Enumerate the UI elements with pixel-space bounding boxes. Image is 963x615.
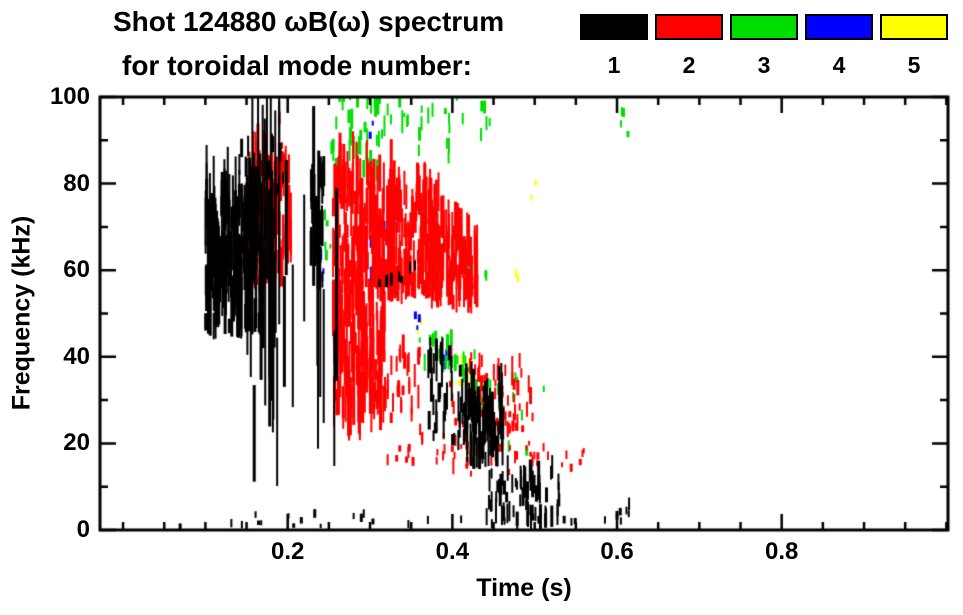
y-tick-label-100: 100 xyxy=(49,83,90,110)
x-tick-label-0.8: 0.8 xyxy=(765,538,799,565)
x-tick-label-0.4: 0.4 xyxy=(435,538,470,565)
y-tick-label-20: 20 xyxy=(63,429,90,457)
y-tick-label-60: 60 xyxy=(63,256,90,284)
x-axis-label: Time (s) xyxy=(476,574,572,602)
y-tick-label-0: 0 xyxy=(76,516,90,543)
x-tick-label-0.2: 0.2 xyxy=(271,538,305,565)
y-tick-label-80: 80 xyxy=(63,169,90,197)
y-axis-label: Frequency (kHz) xyxy=(7,215,36,411)
y-tick-label-40: 40 xyxy=(63,342,90,370)
x-tick-label-0.6: 0.6 xyxy=(600,538,634,565)
